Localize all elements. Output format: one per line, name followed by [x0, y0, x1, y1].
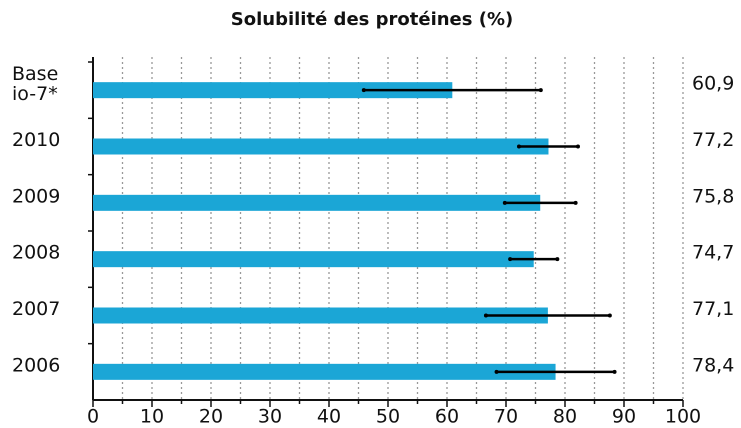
x-tick-label: 10 [140, 406, 164, 428]
value-label: 75,8 [692, 185, 734, 207]
bar [93, 138, 549, 155]
bar [93, 307, 548, 324]
x-tick-label: 0 [87, 406, 99, 428]
value-label: 77,1 [692, 298, 734, 320]
x-tick-label: 50 [376, 406, 400, 428]
x-tick-label: 20 [199, 406, 223, 428]
error-cap [607, 313, 612, 318]
x-tick-label: 80 [553, 406, 577, 428]
error-cap [573, 200, 578, 205]
value-label: 74,7 [692, 242, 734, 264]
x-tick-label: 90 [612, 406, 636, 428]
value-label: 77,2 [692, 129, 734, 151]
x-tick-label: 30 [258, 406, 282, 428]
category-label: 2008 [12, 242, 60, 264]
category-label: Base io-7* [12, 63, 58, 105]
error-cap [516, 144, 521, 149]
error-cap [483, 313, 488, 318]
error-cap [502, 200, 507, 205]
x-tick-label: 60 [435, 406, 459, 428]
value-label: 60,9 [692, 73, 734, 95]
category-label: 2006 [12, 354, 60, 376]
value-label: 78,4 [692, 354, 734, 376]
category-label: 2007 [12, 298, 60, 320]
bar [93, 194, 541, 211]
error-cap [494, 369, 499, 374]
category-label: 2009 [12, 185, 60, 207]
error-cap [361, 88, 366, 93]
error-cap [612, 369, 617, 374]
bar [93, 82, 453, 99]
error-cap [575, 144, 580, 149]
error-cap [538, 88, 543, 93]
bar [93, 363, 556, 380]
category-label: 2010 [12, 129, 60, 151]
error-cap [508, 257, 513, 262]
x-tick-label: 70 [494, 406, 518, 428]
chart-title: Solubilité des protéines (%) [231, 9, 513, 30]
error-cap [555, 257, 560, 262]
x-tick-label: 100 [665, 406, 701, 428]
x-tick-label: 40 [317, 406, 341, 428]
bar [93, 251, 534, 268]
